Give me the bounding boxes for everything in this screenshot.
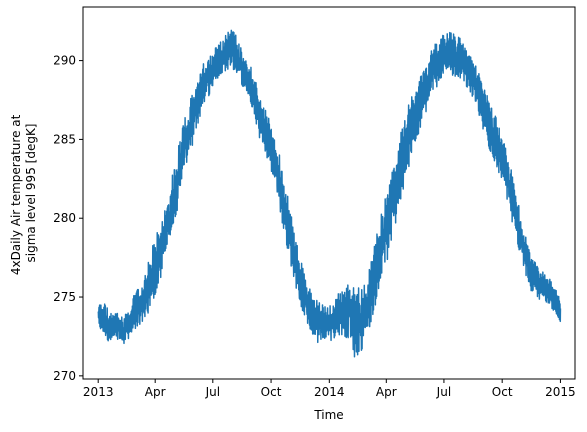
x-tick-label: Apr <box>376 385 397 399</box>
y-axis-label: 4xDaily Air temperature at sigma level 9… <box>9 111 38 275</box>
y-tick-label: 290 <box>53 54 76 68</box>
x-axis: 2013 Apr Jul Oct 2014 Apr Jul Oct 2015 <box>83 379 576 399</box>
y-tick-label: 275 <box>53 290 76 304</box>
y-axis: 270 275 280 285 290 <box>53 54 83 383</box>
x-tick-label: Oct <box>492 385 513 399</box>
series-line <box>97 29 562 358</box>
y-tick-label: 270 <box>53 369 76 383</box>
x-tick-label: 2014 <box>314 385 345 399</box>
y-axis-label-line-1: 4xDaily Air temperature at <box>9 114 23 275</box>
x-tick-label: Jul <box>205 385 220 399</box>
y-axis-label-line-2: sigma level 995 [degK] <box>24 124 38 263</box>
y-tick-label: 280 <box>53 211 76 225</box>
x-tick-label: Jul <box>436 385 451 399</box>
x-tick-label: Apr <box>145 385 166 399</box>
x-tick-label: 2013 <box>83 385 114 399</box>
series-layer <box>97 29 562 358</box>
x-tick-label: Oct <box>261 385 282 399</box>
x-axis-label: Time <box>313 408 343 422</box>
y-tick-label: 285 <box>53 132 76 146</box>
x-tick-label: 2015 <box>545 385 576 399</box>
plot-area <box>82 6 576 380</box>
